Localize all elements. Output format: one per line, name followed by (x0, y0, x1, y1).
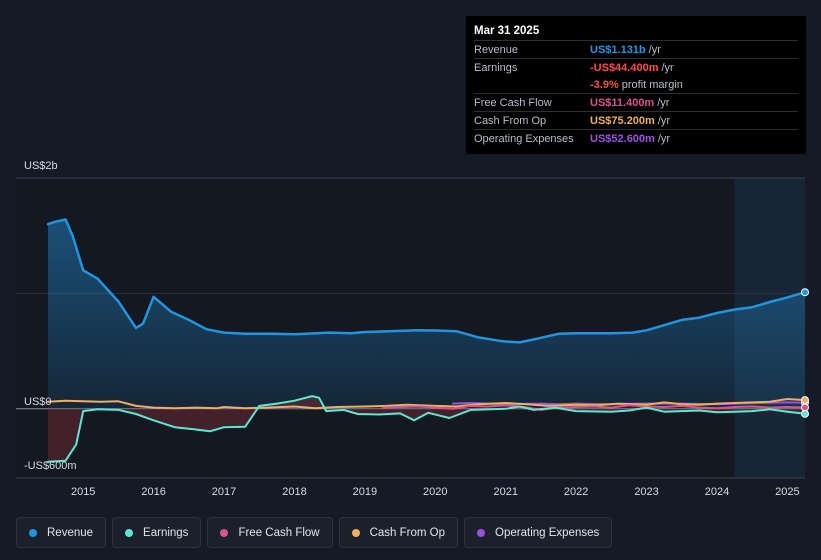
x-tick-label: 2020 (423, 486, 447, 498)
revenue-end-point (801, 288, 809, 297)
y-axis-bottom-label: -US$600m (24, 460, 77, 472)
tooltip-date: Mar 31 2025 (474, 25, 540, 37)
legend-label: Free Cash Flow (238, 526, 320, 539)
legend-label: Earnings (143, 526, 189, 539)
tooltip-unit: /yr (661, 61, 674, 74)
tooltip-value: US$75.200m (590, 114, 655, 127)
tooltip-unit: /yr (657, 96, 670, 109)
tooltip-row-profit-margin: -3.9% profit margin (474, 76, 798, 93)
data-tooltip: Mar 31 2025 Revenue US$1.131b /yr Earnin… (466, 16, 806, 154)
tooltip-label: Operating Expenses (474, 132, 574, 145)
tooltip-unit: /yr (657, 132, 671, 145)
legend-item-earnings[interactable]: Earnings (112, 517, 202, 548)
tooltip-row-free-cash-flow: Free Cash Flow US$11.400m /yr (474, 93, 798, 111)
earnings-area (48, 396, 805, 462)
tooltip-value: US$52.600m (590, 132, 655, 145)
x-tick-label: 2019 (353, 486, 377, 498)
cash-from-op-end-point (801, 396, 809, 405)
x-tick-label: 2022 (564, 486, 588, 498)
legend-label: Revenue (47, 526, 94, 539)
tooltip-unit: /yr (648, 43, 661, 56)
x-tick-label: 2018 (282, 486, 306, 498)
legend-label: Cash From Op (369, 526, 446, 539)
tooltip-row-earnings: Earnings -US$44.400m /yr (474, 58, 798, 76)
tooltip-label: Revenue (474, 43, 519, 56)
legend-dot-icon (125, 528, 134, 537)
revenue-area (48, 219, 805, 409)
tooltip-value: US$11.400m (590, 96, 655, 109)
tooltip-unit: profit margin (621, 78, 683, 91)
x-tick-label: 2025 (775, 486, 799, 498)
tooltip-label: Earnings (474, 61, 518, 74)
tooltip-unit: /yr (657, 114, 671, 127)
x-tick-label: 2015 (71, 486, 95, 498)
legend-dot-icon (351, 528, 360, 537)
tooltip-value: US$1.131b (590, 43, 646, 56)
y-axis-zero-label: US$0 (24, 396, 52, 408)
tooltip-label: Cash From Op (474, 114, 547, 127)
x-tick-label: 2016 (141, 486, 165, 498)
legend-dot-icon (477, 528, 486, 537)
legend-item-revenue[interactable]: Revenue (16, 517, 107, 548)
legend-label: Operating Expenses (495, 526, 600, 539)
legend-item-free-cash-flow[interactable]: Free Cash Flow (207, 517, 333, 548)
x-tick-label: 2017 (212, 486, 236, 498)
x-tick-label: 2023 (634, 486, 658, 498)
tooltip-value: -US$44.400m (590, 61, 659, 74)
tooltip-row-cash-from-op: Cash From Op US$75.200m /yr (474, 111, 798, 129)
legend-item-operating-expenses[interactable]: Operating Expenses (464, 517, 613, 548)
financial-chart: 2015 2016 2017 2018 2019 2020 2021 2022 2023 2024… (16, 177, 809, 498)
revenue-line (46, 218, 807, 344)
x-tick-label: 2024 (705, 486, 729, 498)
chart-legend: Revenue Earnings Free Cash Flow Cash Fro… (16, 517, 613, 548)
cash-from-op-line (47, 398, 806, 410)
tooltip-value: -3.9% (590, 78, 619, 91)
earnings-end-point (801, 409, 809, 418)
legend-dot-icon (29, 528, 37, 537)
free-cash-flow-line (381, 404, 806, 411)
legend-dot-icon (220, 528, 229, 537)
y-axis-top-label: US$2b (24, 160, 58, 172)
tooltip-row-revenue: Revenue US$1.131b /yr (474, 40, 798, 58)
earnings-line (47, 395, 806, 463)
tooltip-label: Free Cash Flow (474, 96, 552, 109)
tooltip-row-operating-expenses: Operating Expenses US$52.600m /yr (474, 129, 798, 147)
x-tick-label: 2021 (493, 486, 517, 498)
legend-item-cash-from-op[interactable]: Cash From Op (338, 517, 459, 548)
